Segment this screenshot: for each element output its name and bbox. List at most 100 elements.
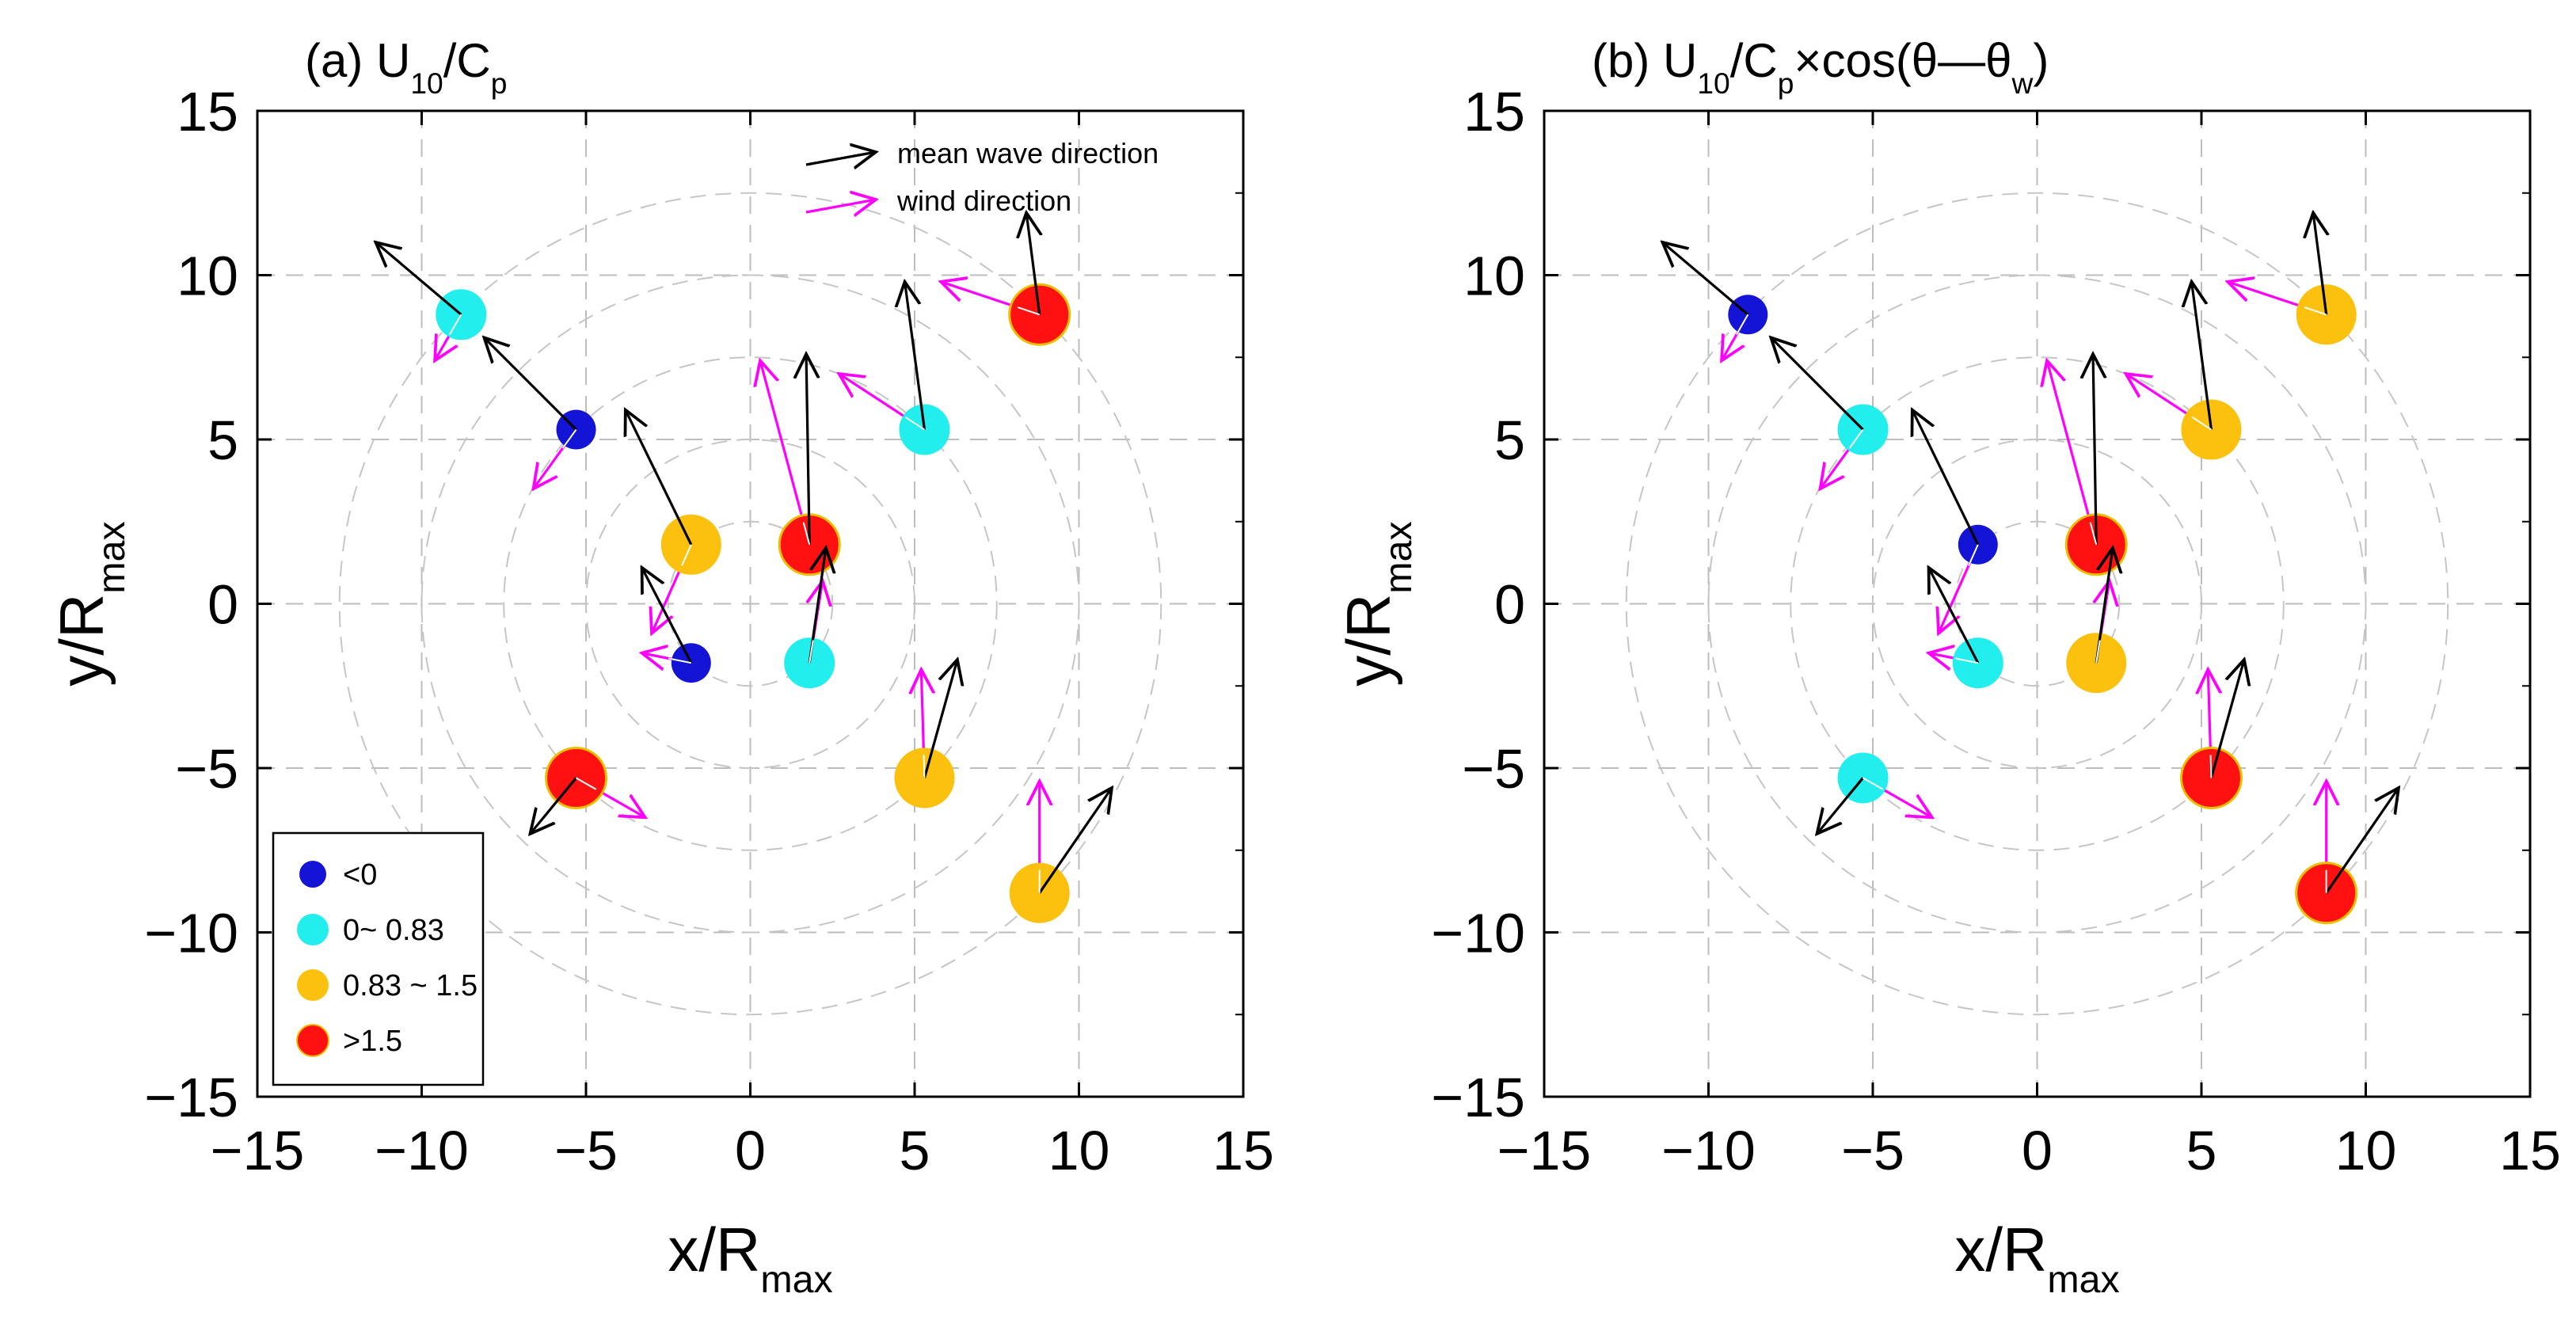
- y-tick-label: −10: [1431, 903, 1525, 964]
- x-tick-label: 15: [2499, 1120, 2561, 1181]
- y-axis-label: y/Rmax: [1334, 521, 1420, 686]
- range-circle: [338, 192, 1162, 1016]
- y-tick-label: −15: [144, 1067, 238, 1128]
- wind-arrow-highlight: [668, 657, 691, 664]
- x-tick-label: −15: [211, 1120, 305, 1181]
- mean-wave-direction-arrow: [484, 337, 577, 431]
- wind-arrow-highlight: [923, 755, 926, 778]
- y-tick-label: 0: [1494, 574, 1525, 636]
- mean-wave-direction-arrow: [1929, 568, 1980, 664]
- x-tick-label: 5: [2186, 1120, 2217, 1181]
- wind-arrow-highlight: [681, 544, 692, 566]
- mean-wave-direction-arrow: [1026, 213, 1040, 315]
- range-circle: [1790, 356, 2285, 851]
- x-tick-label: −5: [554, 1120, 618, 1181]
- chart-panel-a: −15 −10 −5 0 5 10 15 −15 −10 −5 0 5 10 15 x/Rmax y/Rmax…: [47, 34, 1274, 1301]
- legend-label: 0.83 ~ 1.5: [343, 969, 478, 1002]
- chart-panel-b: −15 −10 −5 0 5 10 15 −15 −10 −5 0 5 10 15 x/Rmax y/Rmax…: [1334, 34, 2561, 1301]
- legend-marker: [297, 914, 329, 945]
- y-tick-label: −5: [1462, 738, 1525, 800]
- mean-wave-direction-arrow: [530, 777, 577, 834]
- x-tick-label: 0: [2022, 1120, 2053, 1181]
- x-tick-label: 0: [735, 1120, 766, 1181]
- x-axis-label: x/Rmax: [668, 1215, 832, 1301]
- y-tick-label: −5: [175, 738, 238, 800]
- wind-arrow-highlight: [2095, 640, 2101, 664]
- mean-wave-direction-arrow: [923, 660, 957, 778]
- wind-arrow-highlight: [1848, 428, 1864, 449]
- key-wind-arrow: [805, 200, 876, 212]
- mean-wave-direction-arrow: [806, 354, 809, 545]
- x-tick-label: 10: [2335, 1120, 2397, 1181]
- y-tick-label: 15: [177, 81, 238, 143]
- key-wind-label: wind direction: [896, 184, 1071, 217]
- legend-label: >1.5: [343, 1025, 402, 1058]
- legend-marker: [296, 1024, 329, 1057]
- mean-wave-direction-arrow: [626, 410, 693, 546]
- y-tick-label: 10: [1463, 245, 1525, 307]
- mean-wave-direction-arrow: [1912, 410, 1980, 546]
- wind-arrow-highlight: [576, 777, 597, 790]
- x-tick-label: −15: [1497, 1120, 1592, 1181]
- mean-wave-direction-arrow: [2192, 282, 2213, 430]
- mean-wave-direction-arrow: [905, 282, 927, 430]
- mean-wave-direction-arrow: [2093, 354, 2096, 545]
- y-tick-label: 15: [1463, 81, 1525, 143]
- wind-arrow-highlight: [561, 428, 577, 449]
- wind-arrow-highlight: [809, 640, 814, 664]
- y-axis-label: y/Rmax: [47, 521, 133, 686]
- wind-arrow-highlight: [2089, 522, 2098, 546]
- x-tick-label: 15: [1212, 1120, 1274, 1181]
- wind-arrow-highlight: [904, 416, 925, 431]
- x-tick-label: −10: [375, 1120, 469, 1181]
- x-axis-label: x/Rmax: [1954, 1215, 2119, 1301]
- wind-arrow-highlight: [802, 522, 811, 546]
- wind-arrow-highlight: [2304, 306, 2327, 316]
- mean-wave-direction-arrow: [2209, 660, 2244, 778]
- range-circle: [667, 520, 834, 687]
- wind-arrow-highlight: [1863, 777, 1884, 790]
- y-tick-label: −10: [144, 903, 238, 964]
- wind-arrow-highlight: [1017, 306, 1041, 316]
- wind-direction-arrow: [2047, 360, 2098, 546]
- mean-wave-direction-arrow: [1817, 777, 1864, 834]
- panel-title: (b) U10/Cp×cos(θ—θw): [1592, 34, 2049, 100]
- mean-wave-direction-arrow: [2313, 213, 2327, 315]
- wind-arrow-highlight: [1968, 544, 1979, 566]
- legend: <0 0~ 0.83 0.83 ~ 1.5 >1.5: [272, 831, 485, 1086]
- range-circle: [420, 274, 1080, 934]
- legend-marker: [299, 861, 326, 888]
- legend-label: 0~ 0.83: [343, 914, 444, 947]
- wind-arrow-highlight: [2209, 755, 2213, 778]
- mean-wave-direction-arrow: [375, 242, 462, 316]
- range-circle: [503, 356, 998, 851]
- x-tick-label: −10: [1661, 1120, 1756, 1181]
- legend-label: <0: [343, 858, 377, 892]
- range-circle: [585, 439, 915, 769]
- range-circle: [1707, 274, 2367, 934]
- mean-wave-direction-arrow: [2325, 788, 2399, 894]
- mean-wave-direction-arrow: [1662, 242, 1749, 316]
- y-tick-label: −15: [1431, 1067, 1525, 1128]
- mean-wave-direction-arrow: [1771, 337, 1864, 431]
- legend-marker: [297, 969, 329, 1001]
- range-circle: [1954, 520, 2121, 687]
- mean-wave-direction-arrow: [1038, 788, 1112, 894]
- x-tick-label: 10: [1048, 1120, 1110, 1181]
- wind-direction-arrow: [760, 360, 811, 546]
- wind-arrow-highlight: [1736, 314, 1749, 336]
- y-tick-label: 5: [1494, 409, 1525, 471]
- y-tick-label: 0: [207, 574, 238, 636]
- range-circle: [1872, 439, 2202, 769]
- wind-arrow-highlight: [449, 314, 462, 336]
- wind-arrow-highlight: [1955, 657, 1978, 664]
- x-tick-label: 5: [900, 1120, 930, 1181]
- y-tick-label: 10: [177, 245, 238, 307]
- data-point: [784, 637, 835, 689]
- mean-wave-direction-arrow: [642, 568, 693, 664]
- key-wave-label: mean wave direction: [897, 137, 1159, 169]
- y-tick-label: 5: [207, 409, 238, 471]
- x-tick-label: −5: [1841, 1120, 1904, 1181]
- panel-title: (a) U10/Cp: [305, 34, 507, 100]
